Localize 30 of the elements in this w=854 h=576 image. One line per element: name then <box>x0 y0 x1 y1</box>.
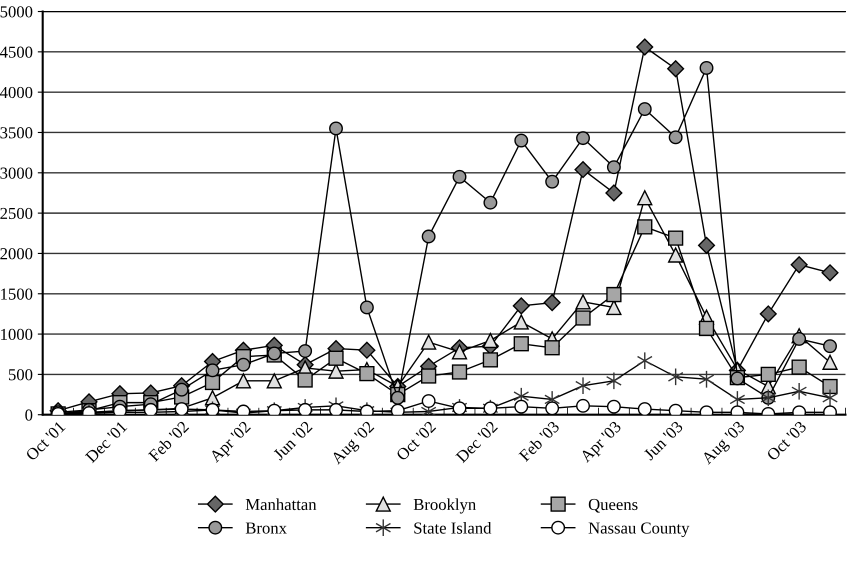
legend-label: Nassau County <box>588 522 690 538</box>
x-tick-label: Apr '02 <box>208 420 254 466</box>
x-tick-label: Aug '02 <box>330 420 377 468</box>
y-tick-label: 3500 <box>0 127 32 138</box>
x-tick-label: Oct '01 <box>25 420 66 462</box>
x-tick-label: Feb '02 <box>147 420 190 462</box>
x-tick-label: Jun '03 <box>643 420 684 461</box>
y-tick-label: 1000 <box>1 328 32 340</box>
y-tick-label: 4000 <box>0 86 32 98</box>
legend-label: Queens <box>588 498 638 513</box>
x-tick-label: Oct '02 <box>396 420 436 462</box>
x-tick-label: Feb '03 <box>518 420 560 462</box>
x-tick-label: Aug '03 <box>700 420 748 468</box>
y-tick-label: 5000 <box>0 6 32 18</box>
x-tick-label: Oct '03 <box>766 420 807 462</box>
y-tick-label: 500 <box>8 369 32 380</box>
legend-label: Brooklyn <box>414 498 476 514</box>
x-tick-label: Dec '02 <box>455 420 498 464</box>
x-tick-label: Apr '03 <box>579 420 624 466</box>
y-tick-label: 3000 <box>0 168 32 179</box>
legend-label: Bronx <box>246 522 287 534</box>
legend-label: Manhattan <box>246 498 316 510</box>
x-tick-label: Jun '02 <box>272 420 313 461</box>
legend-label: State Island <box>414 522 492 534</box>
y-tick-label: 4500 <box>0 46 32 58</box>
y-tick-label: 0 <box>25 409 32 421</box>
y-tick-label: 2000 <box>0 248 32 260</box>
y-tick-label: 1500 <box>1 288 32 300</box>
y-tick-label: 2500 <box>0 208 32 220</box>
x-tick-label: Dec '01 <box>84 420 128 464</box>
